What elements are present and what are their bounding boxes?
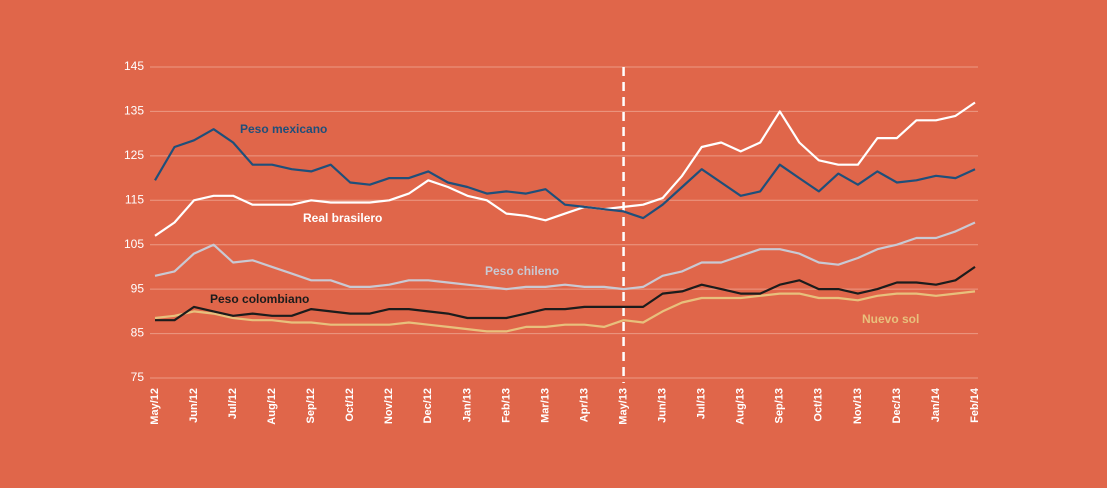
x-tick-label: Jun/13 — [657, 388, 669, 423]
x-tick-label: May/13 — [617, 388, 629, 425]
y-tick-label: 75 — [131, 370, 145, 384]
x-tick-label: Aug/13 — [735, 388, 747, 425]
x-tick-label: Nov/12 — [383, 388, 395, 424]
y-tick-label: 85 — [131, 326, 145, 340]
x-tick-label: Apr/13 — [578, 388, 590, 422]
x-tick-label: Jan/14 — [930, 387, 942, 422]
series-label: Nuevo sol — [862, 312, 919, 326]
series-label: Real brasilero — [303, 211, 382, 225]
series-line — [154, 290, 976, 333]
x-tick-label: May/12 — [149, 388, 161, 425]
x-tick-label: Dec/12 — [422, 388, 434, 423]
series-line — [154, 221, 976, 291]
series-line — [155, 265, 976, 322]
series-line — [154, 101, 976, 237]
x-tick-label: Aug/12 — [266, 388, 278, 425]
y-tick-label: 105 — [124, 237, 144, 251]
series-label: Peso chileno — [485, 264, 559, 278]
x-tick-label: Jul/13 — [696, 388, 708, 419]
y-tick-label: 115 — [125, 192, 144, 206]
x-tick-label: Sep/12 — [305, 388, 317, 423]
x-tick-label: Jul/12 — [227, 388, 239, 419]
x-tick-label: Dec/13 — [891, 388, 903, 423]
x-tick-label: Sep/13 — [774, 388, 786, 423]
series-label: Peso mexicano — [240, 122, 327, 136]
y-tick-label: 95 — [131, 281, 145, 295]
y-tick-label: 135 — [124, 104, 144, 118]
x-tick-label: Feb/14 — [969, 387, 981, 423]
x-tick-label: Oct/12 — [344, 388, 356, 422]
x-tick-label: Nov/13 — [852, 388, 864, 424]
series-line — [154, 128, 976, 220]
x-tick-label: Oct/13 — [813, 388, 825, 422]
x-tick-label: Jun/12 — [188, 388, 200, 423]
series-label: Peso colombiano — [210, 292, 309, 306]
x-tick-label: Feb/13 — [500, 388, 512, 423]
x-tick-label: Jan/13 — [461, 388, 473, 422]
y-tick-label: 145 — [124, 59, 144, 73]
x-tick-label: Mar/13 — [539, 388, 551, 423]
y-tick-label: 125 — [124, 148, 144, 162]
